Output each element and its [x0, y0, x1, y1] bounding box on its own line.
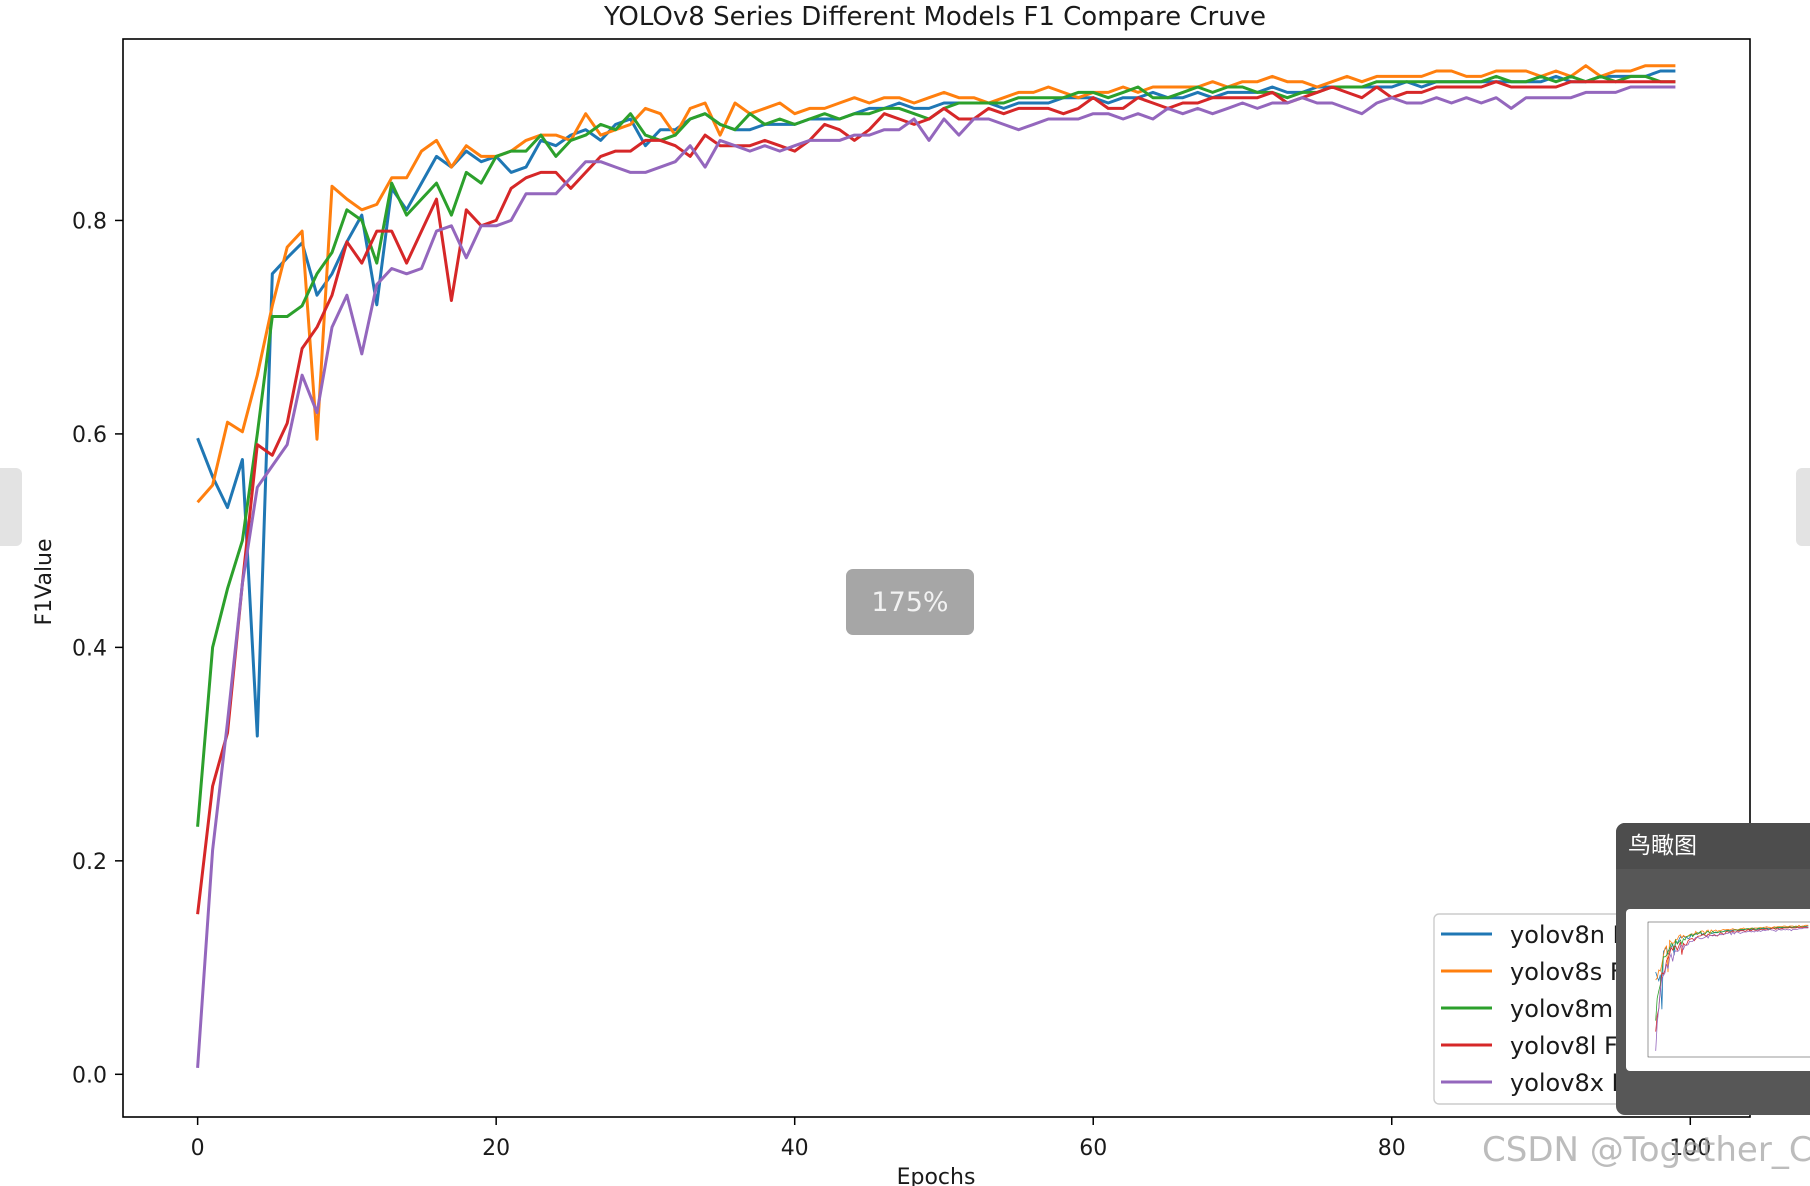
y-tick-label-4: 0.8	[72, 209, 107, 234]
next-image-handle[interactable]	[1796, 468, 1810, 546]
x-tick-label-2: 40	[781, 1136, 809, 1161]
csdn-watermark: CSDN @Together_CZ	[1482, 1130, 1810, 1170]
x-tick-label-3: 60	[1079, 1136, 1107, 1161]
series-line-1	[196, 69, 1676, 738]
y-axis-label: F1Value	[32, 538, 57, 625]
series-layer	[196, 64, 1676, 1069]
y-tick-label-0: 0.0	[72, 1063, 107, 1088]
thumb-series-line-2	[1655, 924, 1809, 981]
plot-frame	[122, 38, 1751, 1118]
x-tick-label-0: 0	[191, 1136, 205, 1161]
previous-image-handle[interactable]	[0, 468, 22, 546]
x-tick-label-4: 80	[1378, 1136, 1406, 1161]
y-tick-label-3: 0.6	[72, 423, 107, 448]
chart-title: YOLOv8 Series Different Models F1 Compar…	[603, 2, 1266, 32]
birdview-thumbnail-chart	[1647, 921, 1810, 1058]
x-axis-label: Epochs	[897, 1165, 976, 1186]
thumb-series-line-4	[1655, 926, 1809, 1032]
y-tick-label-1: 0.2	[72, 850, 107, 875]
series-line-5	[196, 85, 1676, 1069]
birdview-title: 鸟瞰图	[1616, 823, 1810, 869]
x-tick-label-5: 100	[1669, 1136, 1711, 1161]
series-line-4	[196, 80, 1676, 915]
series-line-2	[196, 64, 1676, 504]
y-tick-label-2: 0.4	[72, 636, 107, 661]
birdview-panel[interactable]: 鸟瞰图	[1616, 823, 1810, 1115]
ticks-layer: 0 20 40 60 80 100 0.0 0.2 0.4 0.6 0.8	[72, 209, 1711, 1161]
x-tick-label-1: 20	[482, 1136, 510, 1161]
thumb-series-line-5	[1655, 927, 1809, 1051]
thumb-plot-frame	[1647, 921, 1810, 1058]
thumb-series-line-1	[1655, 925, 1809, 1010]
birdview-thumbnail[interactable]	[1626, 909, 1810, 1071]
zoom-level-badge: 175%	[846, 569, 974, 635]
